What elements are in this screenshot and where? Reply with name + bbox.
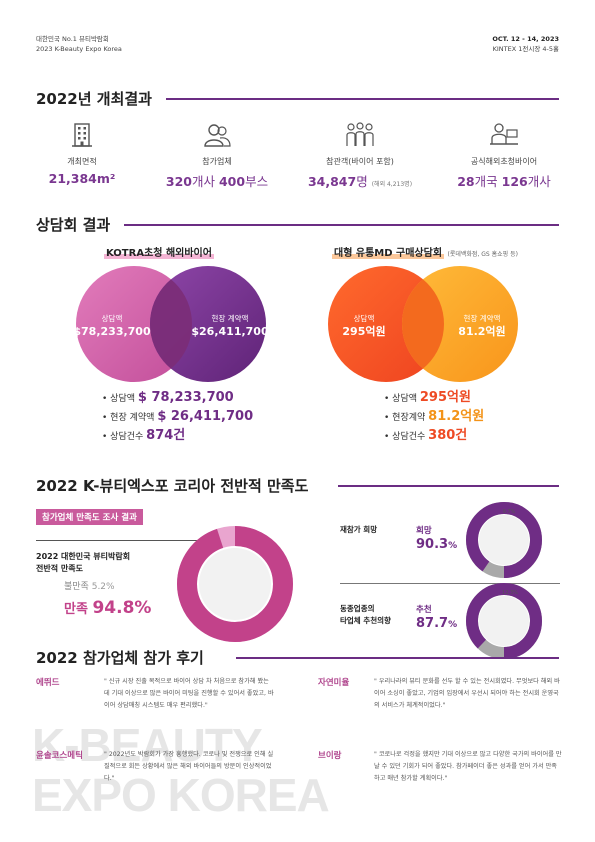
results-title: 2022년 개최결과: [36, 90, 152, 108]
reviews-title: 2022 참가업체 참가 후기: [36, 649, 204, 667]
stat-buyers-label: 공식해외초청바이어: [470, 157, 538, 166]
md-overlap: [402, 266, 444, 382]
revisit-divider: [340, 583, 560, 584]
kotra-venn: 상담액 $78,233,700 현장 계약액 $26,411,700: [73, 266, 269, 382]
recommend-label: 동종업종의 타업체 추천의향: [340, 604, 391, 625]
review-text-vrang: " 코로나로 걱정을 했지만 기대 이상으로 많고 다양한 국가의 바이어를 만…: [374, 751, 562, 782]
list-item: 현장계약 81.2억원: [384, 408, 484, 427]
results-divider: [166, 98, 559, 100]
review-text-jayeon: " 우리나라의 뷰티 문화를 선두 할 수 있는 전시회였다. 무엇보다 해외 …: [374, 678, 560, 709]
recommend-donut-center: [479, 596, 529, 646]
list-item: 상담액 $ 78,233,700: [102, 389, 253, 408]
consult-divider: [124, 224, 559, 226]
kotra-left-value: $78,233,700: [73, 325, 151, 338]
list-item: 현장 계약액 $ 26,411,700: [102, 408, 253, 427]
stat-exhibitors: 참가업체 320개사 400부스: [157, 122, 277, 190]
satisfaction-title: 2022 K-뷰티엑스포 코리아 전반적 만족도: [36, 477, 309, 495]
header-event: 2023 K-Beauty Expo Korea: [36, 45, 122, 53]
revisit-rest-label: 9.7%: [503, 509, 516, 515]
overall-donut-arc: [177, 526, 293, 642]
md-right-label: 현장 계약액: [464, 313, 501, 323]
kotra-right-value: $26,411,700: [191, 325, 269, 338]
md-venn: 상담액 295억원 현장 계약액 81.2억원: [328, 266, 518, 382]
stat-buyers: 공식해외초청바이어 28개국 126개사: [444, 122, 564, 190]
overall-donut: [177, 526, 293, 642]
review-text-etude: " 신규 시장 진출 목적으로 바이어 상담 차 처음으로 참가해 봤는데 기대…: [104, 678, 274, 709]
revisit-key: 희망: [416, 526, 432, 536]
kotra-heading: KOTRA초청 해외바이어: [104, 248, 214, 259]
header-right: OCT. 12 - 14, 2023 KINTEX 1전시장 4-5홀: [492, 34, 559, 54]
kotra-left-label: 상담액: [102, 313, 123, 323]
satisfied-text: 만족 94.8%: [64, 598, 152, 618]
building-icon: [72, 123, 92, 147]
stat-exhibitors-label: 참가업체: [202, 157, 232, 166]
watermark-line2: EXPO KOREA: [32, 769, 330, 821]
list-item: 상담건수 380건: [384, 427, 484, 446]
header-venue: KINTEX 1전시장 4-5홀: [492, 45, 559, 53]
users-icon: [204, 124, 231, 147]
recommend-value: 87.7%: [416, 616, 458, 631]
stat-area-value: 21,384m²: [48, 171, 116, 186]
satisfaction-divider: [338, 485, 559, 487]
recommend-key: 추천: [416, 605, 432, 615]
watermark-line1: K-BEAUTY: [32, 719, 263, 771]
recommend-donut: 12.3%: [466, 583, 542, 659]
reviews-divider: [236, 657, 559, 659]
header-left: 대한민국 No.1 뷰티박람회 2023 K-Beauty Expo Korea: [36, 34, 122, 54]
revisit-label: 재참가 희망: [340, 525, 378, 534]
stat-visitors-value: 34,847명 (해외 4,213명): [307, 174, 413, 189]
crowd-icon: [346, 122, 374, 146]
consult-title: 상담회 결과: [36, 216, 111, 234]
revisit-donut: 9.7%: [466, 502, 542, 578]
list-item: 상담건수 874건: [102, 427, 253, 446]
recommend-donut-arc: [466, 583, 542, 659]
buyer-desk-icon: [490, 123, 518, 145]
md-heading: 대형 유통MD 구매상담회 (롯데백화점, GS 홈쇼핑 등): [332, 248, 518, 259]
stat-area: 개최면적 21,384m²: [22, 122, 142, 186]
survey-tag: 참가업체 만족도 조사 결과: [36, 509, 143, 525]
header-org: 대한민국 No.1 뷰티박람회: [36, 35, 109, 43]
revisit-donut-arc: [466, 502, 542, 578]
kotra-overlap: [150, 266, 192, 382]
review-name-etude: 에뛰드: [36, 678, 60, 688]
kotra-right-label: 현장 계약액: [212, 313, 249, 323]
review-name-jayeon: 자연미율: [318, 678, 350, 688]
stat-buyers-value: 28개국 126개사: [457, 174, 551, 189]
list-item: 상담액 295억원: [384, 389, 484, 408]
stat-visitors: 참관객(바이어 포함) 34,847명 (해외 4,213명): [300, 122, 420, 190]
recommend-rest-label: 12.3%: [502, 590, 518, 596]
md-right-value: 81.2억원: [458, 324, 505, 338]
stat-visitors-label: 참관객(바이어 포함): [326, 157, 394, 166]
header-date: OCT. 12 - 14, 2023: [492, 35, 559, 43]
review-name-yunsol: 윤솔코스메틱: [36, 751, 83, 761]
review-text-yunsol: " 2022년도 박람회가 가장 흥행했다. 코로나 및 전쟁으로 인해 실질적…: [104, 751, 274, 782]
overall-donut-center: [199, 548, 271, 620]
md-list: 상담액 295억원 현장계약 81.2억원 상담건수 380건: [384, 389, 484, 446]
dissatisfied-text: 불만족 5.2%: [64, 582, 115, 592]
md-left-value: 295억원: [342, 324, 385, 338]
review-name-vrang: 브이랑: [318, 751, 342, 761]
overall-label: 2022 대한민국 뷰티박람회 전반적 만족도: [36, 552, 131, 573]
kotra-list: 상담액 $ 78,233,700 현장 계약액 $ 26,411,700 상담건…: [102, 389, 253, 446]
stat-area-label: 개최면적: [67, 157, 97, 166]
revisit-value: 90.3%: [416, 537, 458, 552]
stat-exhibitors-value: 320개사 400부스: [165, 174, 269, 189]
revisit-donut-center: [479, 515, 529, 565]
overall-divider: [36, 540, 216, 541]
md-left-label: 상담액: [354, 313, 375, 323]
